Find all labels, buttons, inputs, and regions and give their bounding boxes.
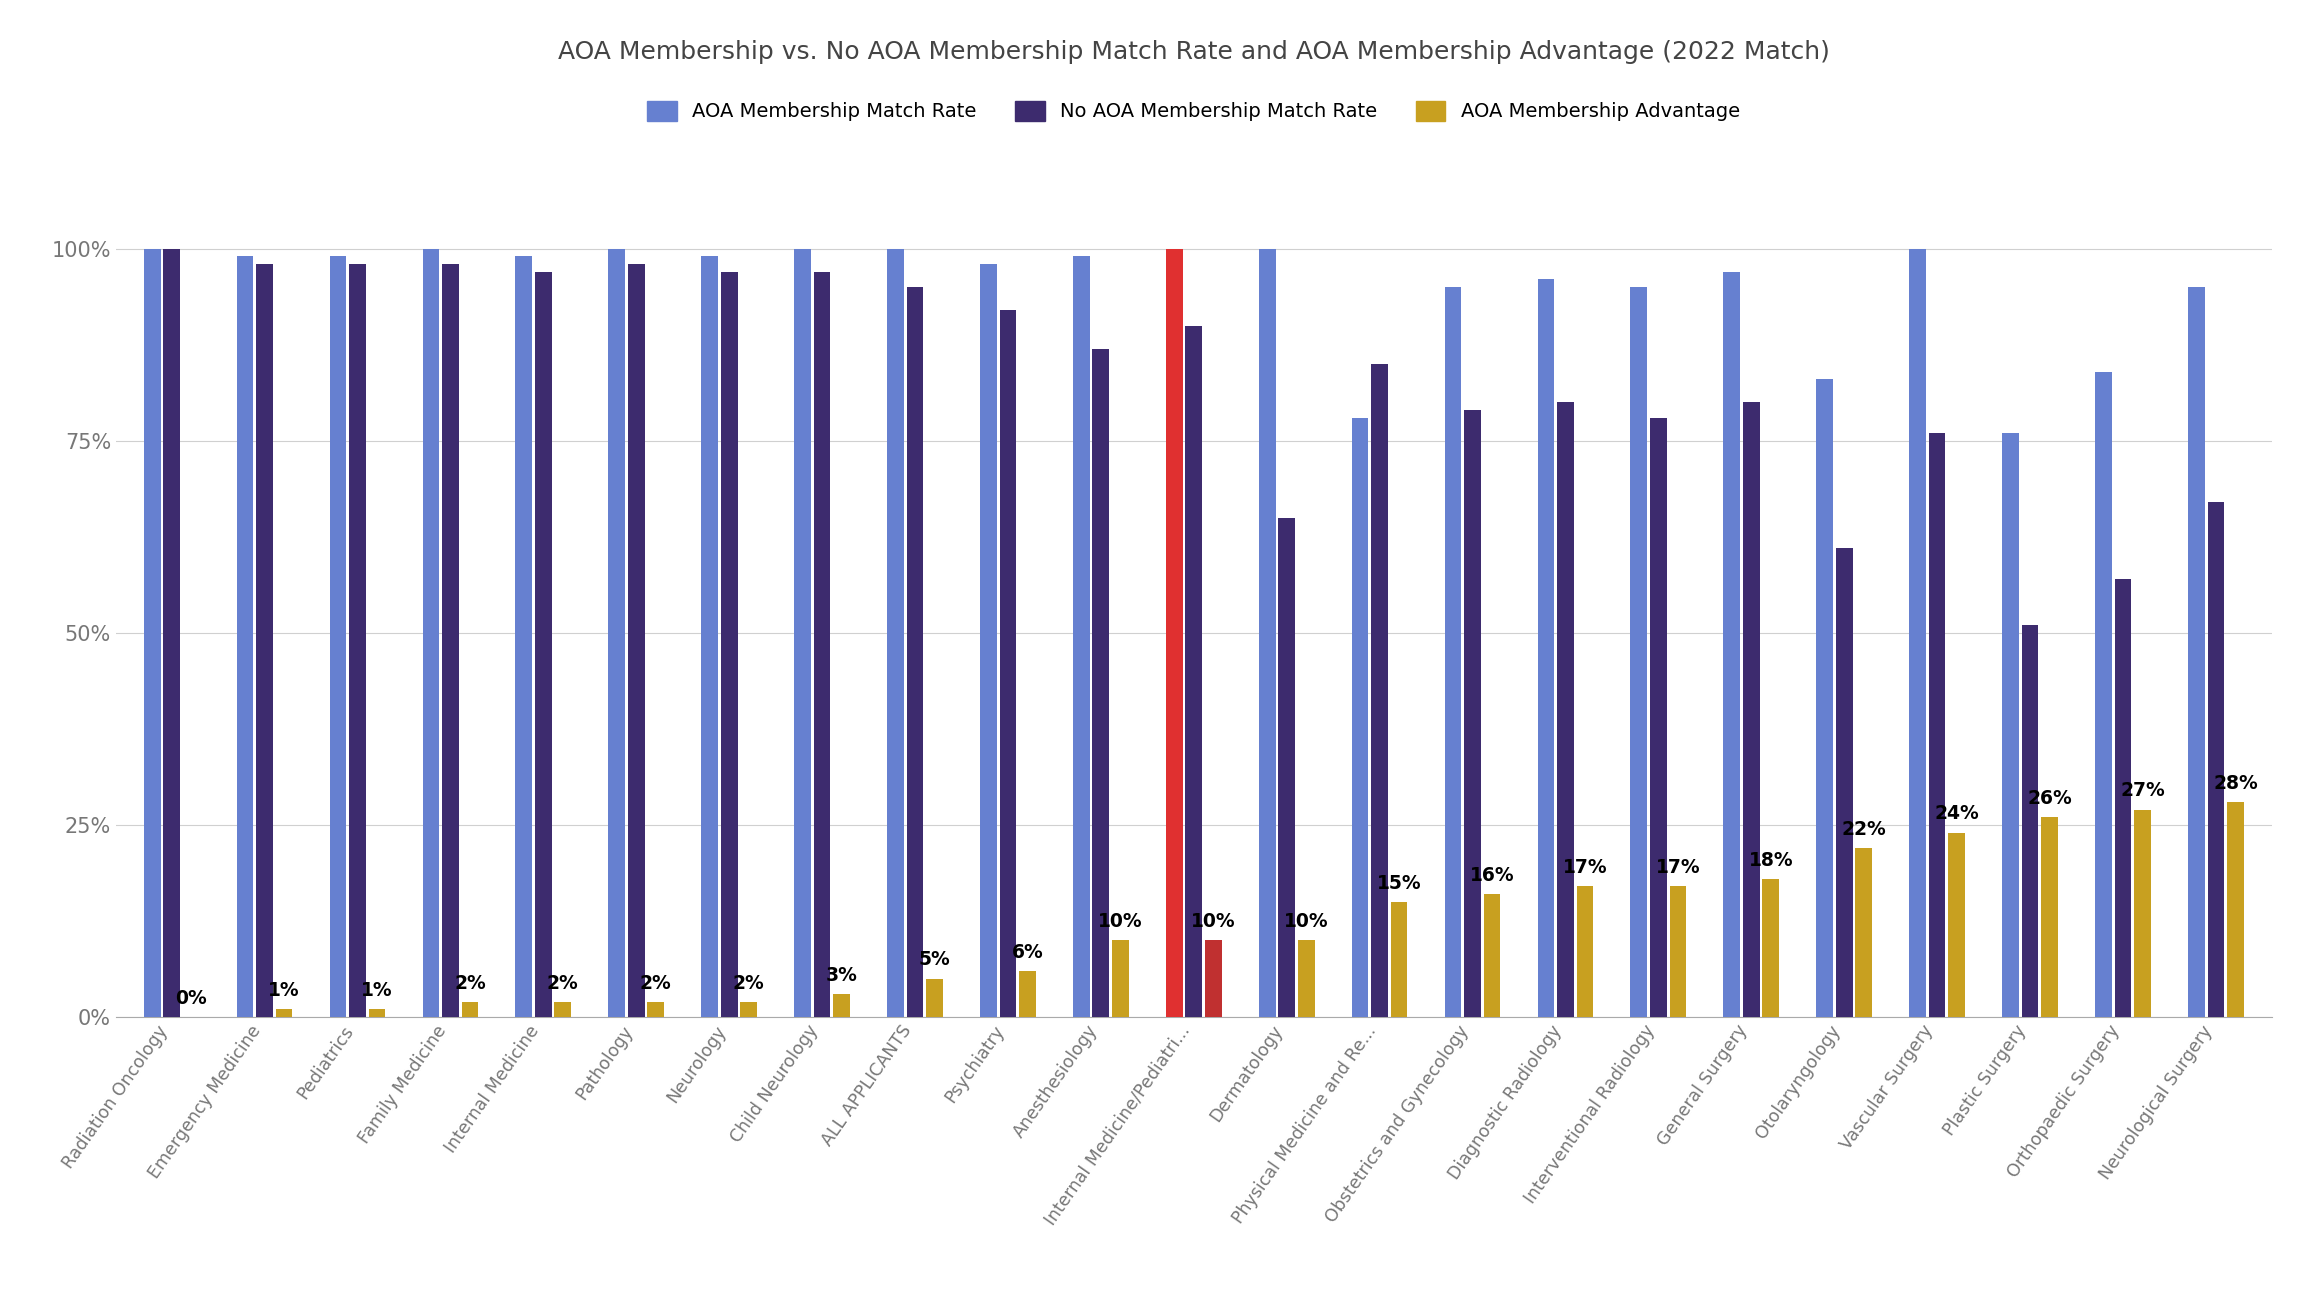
Bar bbox=[369, 1009, 385, 1017]
Bar bbox=[739, 1001, 758, 1017]
Bar bbox=[2095, 372, 2112, 1017]
Bar bbox=[1929, 433, 1945, 1017]
Text: 27%: 27% bbox=[2121, 781, 2165, 801]
Bar bbox=[1558, 403, 1574, 1017]
Bar bbox=[832, 994, 851, 1017]
Bar bbox=[1205, 940, 1222, 1017]
Bar bbox=[257, 263, 274, 1017]
Text: 24%: 24% bbox=[1933, 805, 1980, 824]
Bar bbox=[1391, 902, 1407, 1017]
Bar bbox=[1630, 287, 1648, 1017]
Bar bbox=[329, 257, 345, 1017]
Text: 2%: 2% bbox=[454, 974, 487, 992]
Bar bbox=[795, 249, 811, 1017]
Bar bbox=[1910, 249, 1926, 1017]
Text: 1%: 1% bbox=[362, 981, 392, 1000]
Text: 10%: 10% bbox=[1099, 911, 1143, 931]
Bar bbox=[999, 310, 1015, 1017]
Text: 18%: 18% bbox=[1748, 850, 1794, 870]
Text: 22%: 22% bbox=[1840, 820, 1887, 838]
Bar bbox=[1836, 549, 1852, 1017]
Text: 26%: 26% bbox=[2028, 789, 2072, 808]
Bar bbox=[1184, 326, 1203, 1017]
Bar bbox=[1854, 848, 1873, 1017]
Bar bbox=[422, 249, 440, 1017]
Bar bbox=[981, 263, 997, 1017]
Text: 2%: 2% bbox=[547, 974, 580, 992]
Bar bbox=[1372, 364, 1388, 1017]
Bar bbox=[162, 249, 181, 1017]
Bar bbox=[1947, 833, 1966, 1017]
Bar bbox=[2114, 579, 2130, 1017]
Bar bbox=[276, 1009, 292, 1017]
Bar bbox=[461, 1001, 478, 1017]
Bar bbox=[443, 263, 459, 1017]
Text: 10%: 10% bbox=[1191, 911, 1235, 931]
Text: 16%: 16% bbox=[1470, 866, 1514, 885]
Bar bbox=[927, 979, 943, 1017]
Bar bbox=[1484, 895, 1500, 1017]
Bar bbox=[350, 263, 366, 1017]
Bar bbox=[2207, 502, 2225, 1017]
Text: 6%: 6% bbox=[1011, 943, 1043, 962]
Bar bbox=[647, 1001, 665, 1017]
Bar bbox=[1465, 409, 1481, 1017]
Bar bbox=[1092, 348, 1110, 1017]
Bar bbox=[236, 257, 253, 1017]
Bar bbox=[144, 249, 160, 1017]
Text: 3%: 3% bbox=[825, 966, 858, 985]
Bar bbox=[1669, 887, 1685, 1017]
Text: 10%: 10% bbox=[1284, 911, 1328, 931]
Bar bbox=[702, 257, 719, 1017]
Bar bbox=[2188, 287, 2204, 1017]
Bar bbox=[2042, 818, 2058, 1017]
Bar bbox=[906, 287, 923, 1017]
Text: 5%: 5% bbox=[918, 951, 950, 969]
Bar bbox=[1722, 271, 1741, 1017]
Bar bbox=[515, 257, 533, 1017]
Bar bbox=[1259, 249, 1275, 1017]
Title: AOA Membership vs. No AOA Membership Match Rate and AOA Membership Advantage (20: AOA Membership vs. No AOA Membership Mat… bbox=[559, 40, 1829, 64]
Text: 15%: 15% bbox=[1377, 874, 1421, 893]
Bar bbox=[535, 271, 552, 1017]
Bar bbox=[1020, 971, 1036, 1017]
Bar bbox=[1113, 940, 1129, 1017]
Bar bbox=[1743, 403, 1759, 1017]
Bar bbox=[1762, 879, 1780, 1017]
Bar bbox=[1277, 518, 1296, 1017]
Bar bbox=[2021, 625, 2038, 1017]
Text: 28%: 28% bbox=[2214, 773, 2258, 793]
Bar bbox=[1537, 279, 1555, 1017]
Bar bbox=[607, 249, 626, 1017]
Text: 17%: 17% bbox=[1562, 858, 1606, 878]
Bar bbox=[888, 249, 904, 1017]
Bar bbox=[721, 271, 737, 1017]
Bar bbox=[2135, 810, 2151, 1017]
Bar bbox=[1073, 257, 1089, 1017]
Text: 1%: 1% bbox=[269, 981, 299, 1000]
Bar bbox=[814, 271, 830, 1017]
Text: 0%: 0% bbox=[176, 988, 206, 1008]
Bar bbox=[2003, 433, 2019, 1017]
Bar bbox=[1817, 379, 1834, 1017]
Text: 2%: 2% bbox=[640, 974, 672, 992]
Bar bbox=[1351, 417, 1368, 1017]
Legend: AOA Membership Match Rate, No AOA Membership Match Rate, AOA Membership Advantag: AOA Membership Match Rate, No AOA Member… bbox=[640, 93, 1748, 129]
Bar bbox=[1576, 887, 1592, 1017]
Bar bbox=[554, 1001, 570, 1017]
Bar bbox=[2228, 802, 2244, 1017]
Bar bbox=[1444, 287, 1460, 1017]
Bar bbox=[628, 263, 644, 1017]
Bar bbox=[1650, 417, 1667, 1017]
Text: 17%: 17% bbox=[1655, 858, 1699, 878]
Text: 2%: 2% bbox=[732, 974, 765, 992]
Bar bbox=[1166, 249, 1182, 1017]
Bar bbox=[1298, 940, 1314, 1017]
